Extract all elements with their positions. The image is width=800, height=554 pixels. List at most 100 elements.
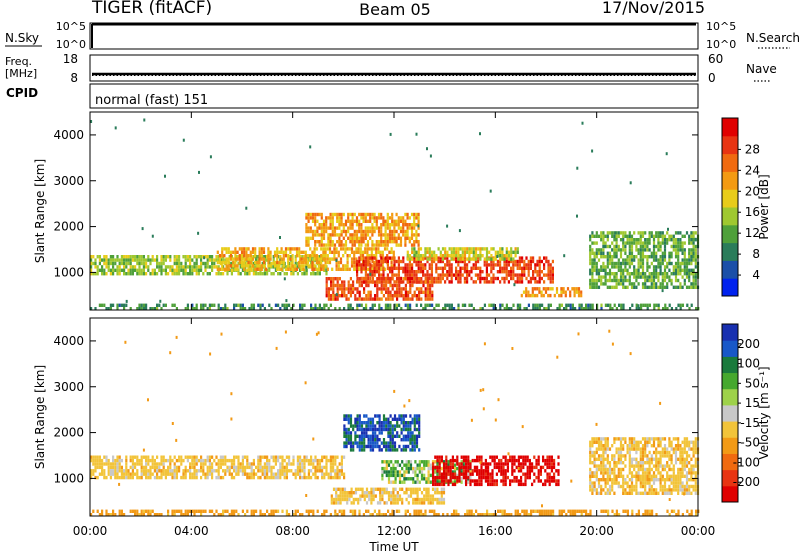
scatter-cell: [392, 466, 395, 471]
scatter-cell: [311, 267, 314, 271]
scatter-cell: [330, 287, 333, 291]
scatter-cell: [406, 270, 409, 274]
scatter-cell: [462, 463, 465, 467]
scatter-cell: [478, 469, 481, 473]
scatter-cell: [663, 268, 667, 272]
scatter-cell: [140, 261, 143, 266]
scatter-cell: [342, 243, 345, 247]
scatter-cell: [355, 236, 359, 240]
scatter-cell: [415, 434, 419, 438]
scatter-cell: [400, 276, 403, 281]
scatter-cell: [329, 223, 332, 227]
scatter-cell: [444, 307, 447, 311]
scatter-cell: [386, 226, 389, 230]
scatter-cell: [380, 424, 383, 428]
scatter-cell: [160, 469, 163, 473]
scatter-cell: [112, 258, 115, 262]
scatter-cell: [463, 270, 466, 274]
scatter-cell: [356, 266, 359, 270]
scatter-cell: [215, 258, 218, 262]
scatter-cell: [399, 229, 403, 234]
scatter-cell: [340, 469, 343, 473]
scatter-cell: [94, 265, 97, 269]
scatter-cell: [466, 273, 469, 277]
scatter-cell: [92, 255, 95, 259]
scatter-cell: [125, 455, 128, 459]
scatter-cell: [314, 475, 317, 480]
scatter-cell: [269, 250, 272, 254]
scatter-cell: [310, 469, 313, 473]
scatter-cell: [555, 287, 559, 291]
scatter-cell: [607, 513, 610, 517]
scatter-cell: [492, 276, 495, 281]
scatter-cell: [608, 261, 612, 266]
scatter-cell: [493, 455, 496, 459]
scatter-cell: [435, 513, 438, 517]
scatter-cell: [112, 458, 115, 463]
scatter-cell: [501, 270, 504, 274]
scatter-cell: [548, 465, 551, 470]
scatter-cell: [485, 257, 489, 261]
scatter-cell: [320, 216, 323, 220]
scatter-cell: [382, 438, 386, 442]
scatter-cell: [663, 272, 667, 276]
scatter-cell: [394, 470, 397, 474]
scatter-cell: [369, 212, 372, 217]
scatter-cell: [445, 475, 448, 480]
scatter-cell: [189, 255, 192, 259]
scatter-cell: [211, 472, 214, 476]
scatter-cell: [331, 219, 334, 223]
scatter-cell: [158, 513, 161, 517]
scatter-cell: [396, 283, 399, 288]
scatter-cell: [615, 231, 618, 235]
scatter-cell: [304, 254, 307, 258]
scatter-cell: [540, 259, 543, 264]
scatter-cell: [206, 465, 209, 470]
scatter-cell: [237, 462, 240, 466]
scatter-cell: [650, 282, 653, 286]
scatter-cell: [589, 509, 592, 513]
scatter-cell: [378, 307, 381, 311]
scatter-cell: [340, 243, 343, 247]
scatter-cell: [262, 260, 266, 265]
scatter-cell: [167, 255, 170, 259]
scatter-cell: [404, 509, 407, 513]
scatter-cell: [307, 513, 310, 517]
scatter-cell: [415, 441, 419, 445]
scatter-cell: [417, 509, 420, 513]
scatter-cell: [206, 458, 209, 463]
scatter-cell: [480, 462, 483, 466]
scatter-cell: [266, 509, 269, 513]
scatter-cell: [349, 421, 353, 425]
scatter-cell: [622, 238, 625, 242]
scatter-cell: [237, 261, 240, 266]
scatter-cell: [378, 277, 381, 281]
scatter-cell: [202, 261, 205, 266]
scatter-cell: [402, 266, 405, 270]
scatter-cell: [607, 509, 610, 513]
scatter-cell: [395, 240, 398, 244]
scatter-cell: [213, 261, 216, 266]
scatter-cell: [663, 244, 667, 249]
scatter-cell: [624, 278, 627, 283]
scatter-cell: [378, 448, 381, 452]
scatter-cell: [666, 261, 669, 266]
scatter-cell: [343, 283, 346, 288]
scatter-cell: [374, 424, 377, 428]
scatter-cell: [267, 250, 270, 254]
scatter-cell: [571, 513, 574, 517]
scatter-cell: [541, 513, 544, 517]
scatter-cell: [358, 283, 361, 288]
scatter-cell: [391, 219, 394, 223]
scatter-cell: [494, 307, 497, 311]
scatter-cell: [288, 455, 291, 459]
scatter-cell: [260, 247, 263, 251]
scatter-cell: [191, 303, 194, 307]
scatter-cell: [505, 270, 508, 274]
scatter-cell: [674, 255, 678, 259]
scatter-cell: [538, 273, 541, 277]
scatter-cell: [378, 266, 381, 270]
scatter-cell: [385, 487, 388, 491]
scatter-cell: [281, 458, 284, 463]
scatter-cell: [309, 226, 312, 230]
